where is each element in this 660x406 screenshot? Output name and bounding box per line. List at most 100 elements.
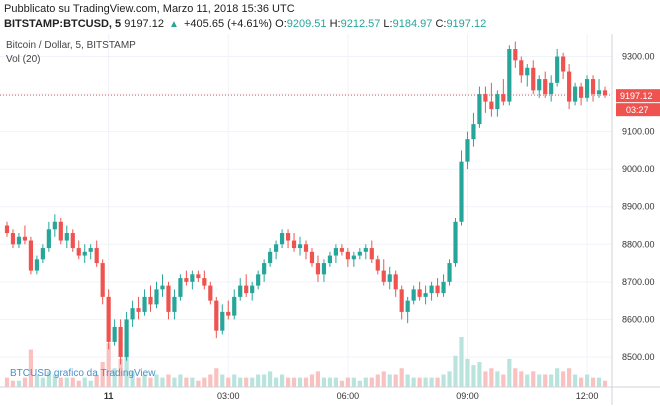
- candlestick-chart[interactable]: 9300.009200.009100.009000.008900.008800.…: [0, 34, 660, 406]
- candle-body: [4, 225, 10, 234]
- candle-body: [453, 221, 458, 264]
- candle-body: [136, 308, 141, 312]
- candle-body: [405, 300, 410, 312]
- countdown-text: 03:27: [626, 105, 649, 115]
- candle-body: [52, 221, 57, 230]
- candle-body: [507, 49, 512, 102]
- candle-body: [584, 79, 590, 98]
- candle-body: [303, 244, 309, 252]
- volume-bar: [303, 377, 309, 387]
- candle-body: [142, 296, 147, 312]
- volume-bar: [70, 377, 75, 387]
- volume-bar: [226, 377, 231, 387]
- price-change: +405.65 (+4.61%): [184, 18, 273, 30]
- close-label: C:: [435, 18, 447, 30]
- volume-bar: [590, 377, 596, 387]
- candle-body: [244, 285, 249, 294]
- candle-body: [429, 285, 434, 294]
- price-tick-label: 9100.00: [622, 127, 655, 137]
- candle-body: [543, 79, 548, 95]
- candle-body: [477, 94, 482, 125]
- volume-bar: [214, 368, 219, 387]
- candle-body: [393, 274, 398, 290]
- chart-area[interactable]: 9300.009200.009100.009000.008900.008800.…: [0, 34, 660, 406]
- candle-body: [399, 289, 404, 312]
- time-tick-label: 09:00: [456, 391, 479, 401]
- candle-body: [130, 308, 135, 320]
- candle-body: [46, 229, 51, 249]
- candle-body: [423, 293, 428, 297]
- candle-body: [357, 251, 362, 256]
- volume-bar: [285, 377, 291, 387]
- price-tick-label: 8500.00: [622, 352, 655, 362]
- volume-bar: [501, 374, 506, 387]
- low-label: L:: [383, 18, 393, 30]
- candle-body: [441, 281, 446, 294]
- volume-bar: [190, 377, 195, 387]
- volume-bar: [584, 374, 590, 387]
- candle-body: [590, 79, 596, 95]
- volume-bar: [160, 377, 165, 387]
- candle-body: [124, 319, 129, 357]
- volume-bar: [184, 377, 189, 387]
- candle-body: [166, 285, 171, 312]
- candle-body: [339, 248, 344, 252]
- candle-body: [513, 49, 518, 61]
- candle-body: [100, 263, 105, 297]
- volume-bar: [596, 377, 602, 387]
- volume-bar: [250, 377, 255, 387]
- high-value: 9212.57: [340, 18, 381, 30]
- candle-body: [262, 263, 267, 275]
- candle-body: [561, 56, 566, 72]
- volume-bar: [375, 374, 380, 387]
- time-tick-label: 06:00: [337, 391, 360, 401]
- candle-body: [16, 236, 22, 245]
- volume-bar: [333, 377, 338, 387]
- volume-bar: [411, 377, 416, 387]
- volume-bar: [64, 377, 69, 387]
- candle-body: [94, 248, 99, 264]
- volume-bar: [154, 374, 159, 387]
- time-tick-label: 03:00: [217, 391, 240, 401]
- chart-legend: Bitcoin / Dollar, 5, BITSTAMP Vol (20): [6, 39, 136, 67]
- volume-bar: [82, 377, 87, 387]
- price-tick-label: 8700.00: [622, 277, 655, 287]
- price-tick-label: 9000.00: [622, 164, 655, 174]
- volume-bar: [483, 371, 488, 387]
- volume-bar: [34, 374, 39, 387]
- volume-bar: [477, 362, 482, 387]
- volume-bar: [172, 377, 177, 387]
- candle-body: [22, 236, 28, 241]
- volume-bar: [202, 377, 207, 387]
- candle-body: [106, 296, 111, 342]
- candle-body: [531, 67, 536, 91]
- volume-bar: [357, 380, 362, 387]
- volume-bar: [327, 377, 333, 387]
- candle-body: [226, 311, 231, 316]
- volume-bar: [351, 377, 356, 387]
- candle-body: [40, 248, 45, 260]
- volume-bar: [28, 349, 34, 387]
- candle-body: [297, 244, 303, 249]
- candle-body: [256, 274, 261, 286]
- volume-bar: [196, 380, 201, 387]
- price-tick-label: 9300.00: [622, 52, 655, 62]
- volume-bar: [549, 374, 554, 387]
- volume-bar: [136, 377, 141, 387]
- volume-bar: [345, 377, 350, 387]
- volume-bar: [220, 374, 225, 387]
- volume-bar: [489, 368, 494, 387]
- candle-body: [291, 240, 297, 249]
- volume-bar: [291, 377, 297, 387]
- candle-body: [112, 326, 117, 342]
- volume-bar: [363, 377, 368, 387]
- candle-body: [232, 296, 237, 316]
- volume-bar: [399, 368, 404, 387]
- volume-bar: [453, 355, 458, 387]
- price-tick-label: 8900.00: [622, 202, 655, 212]
- candle-body: [501, 94, 506, 102]
- volume-bar: [459, 337, 464, 387]
- price-tick-label: 8600.00: [622, 314, 655, 324]
- volume-bar: [393, 374, 398, 387]
- volume-bar: [166, 374, 171, 387]
